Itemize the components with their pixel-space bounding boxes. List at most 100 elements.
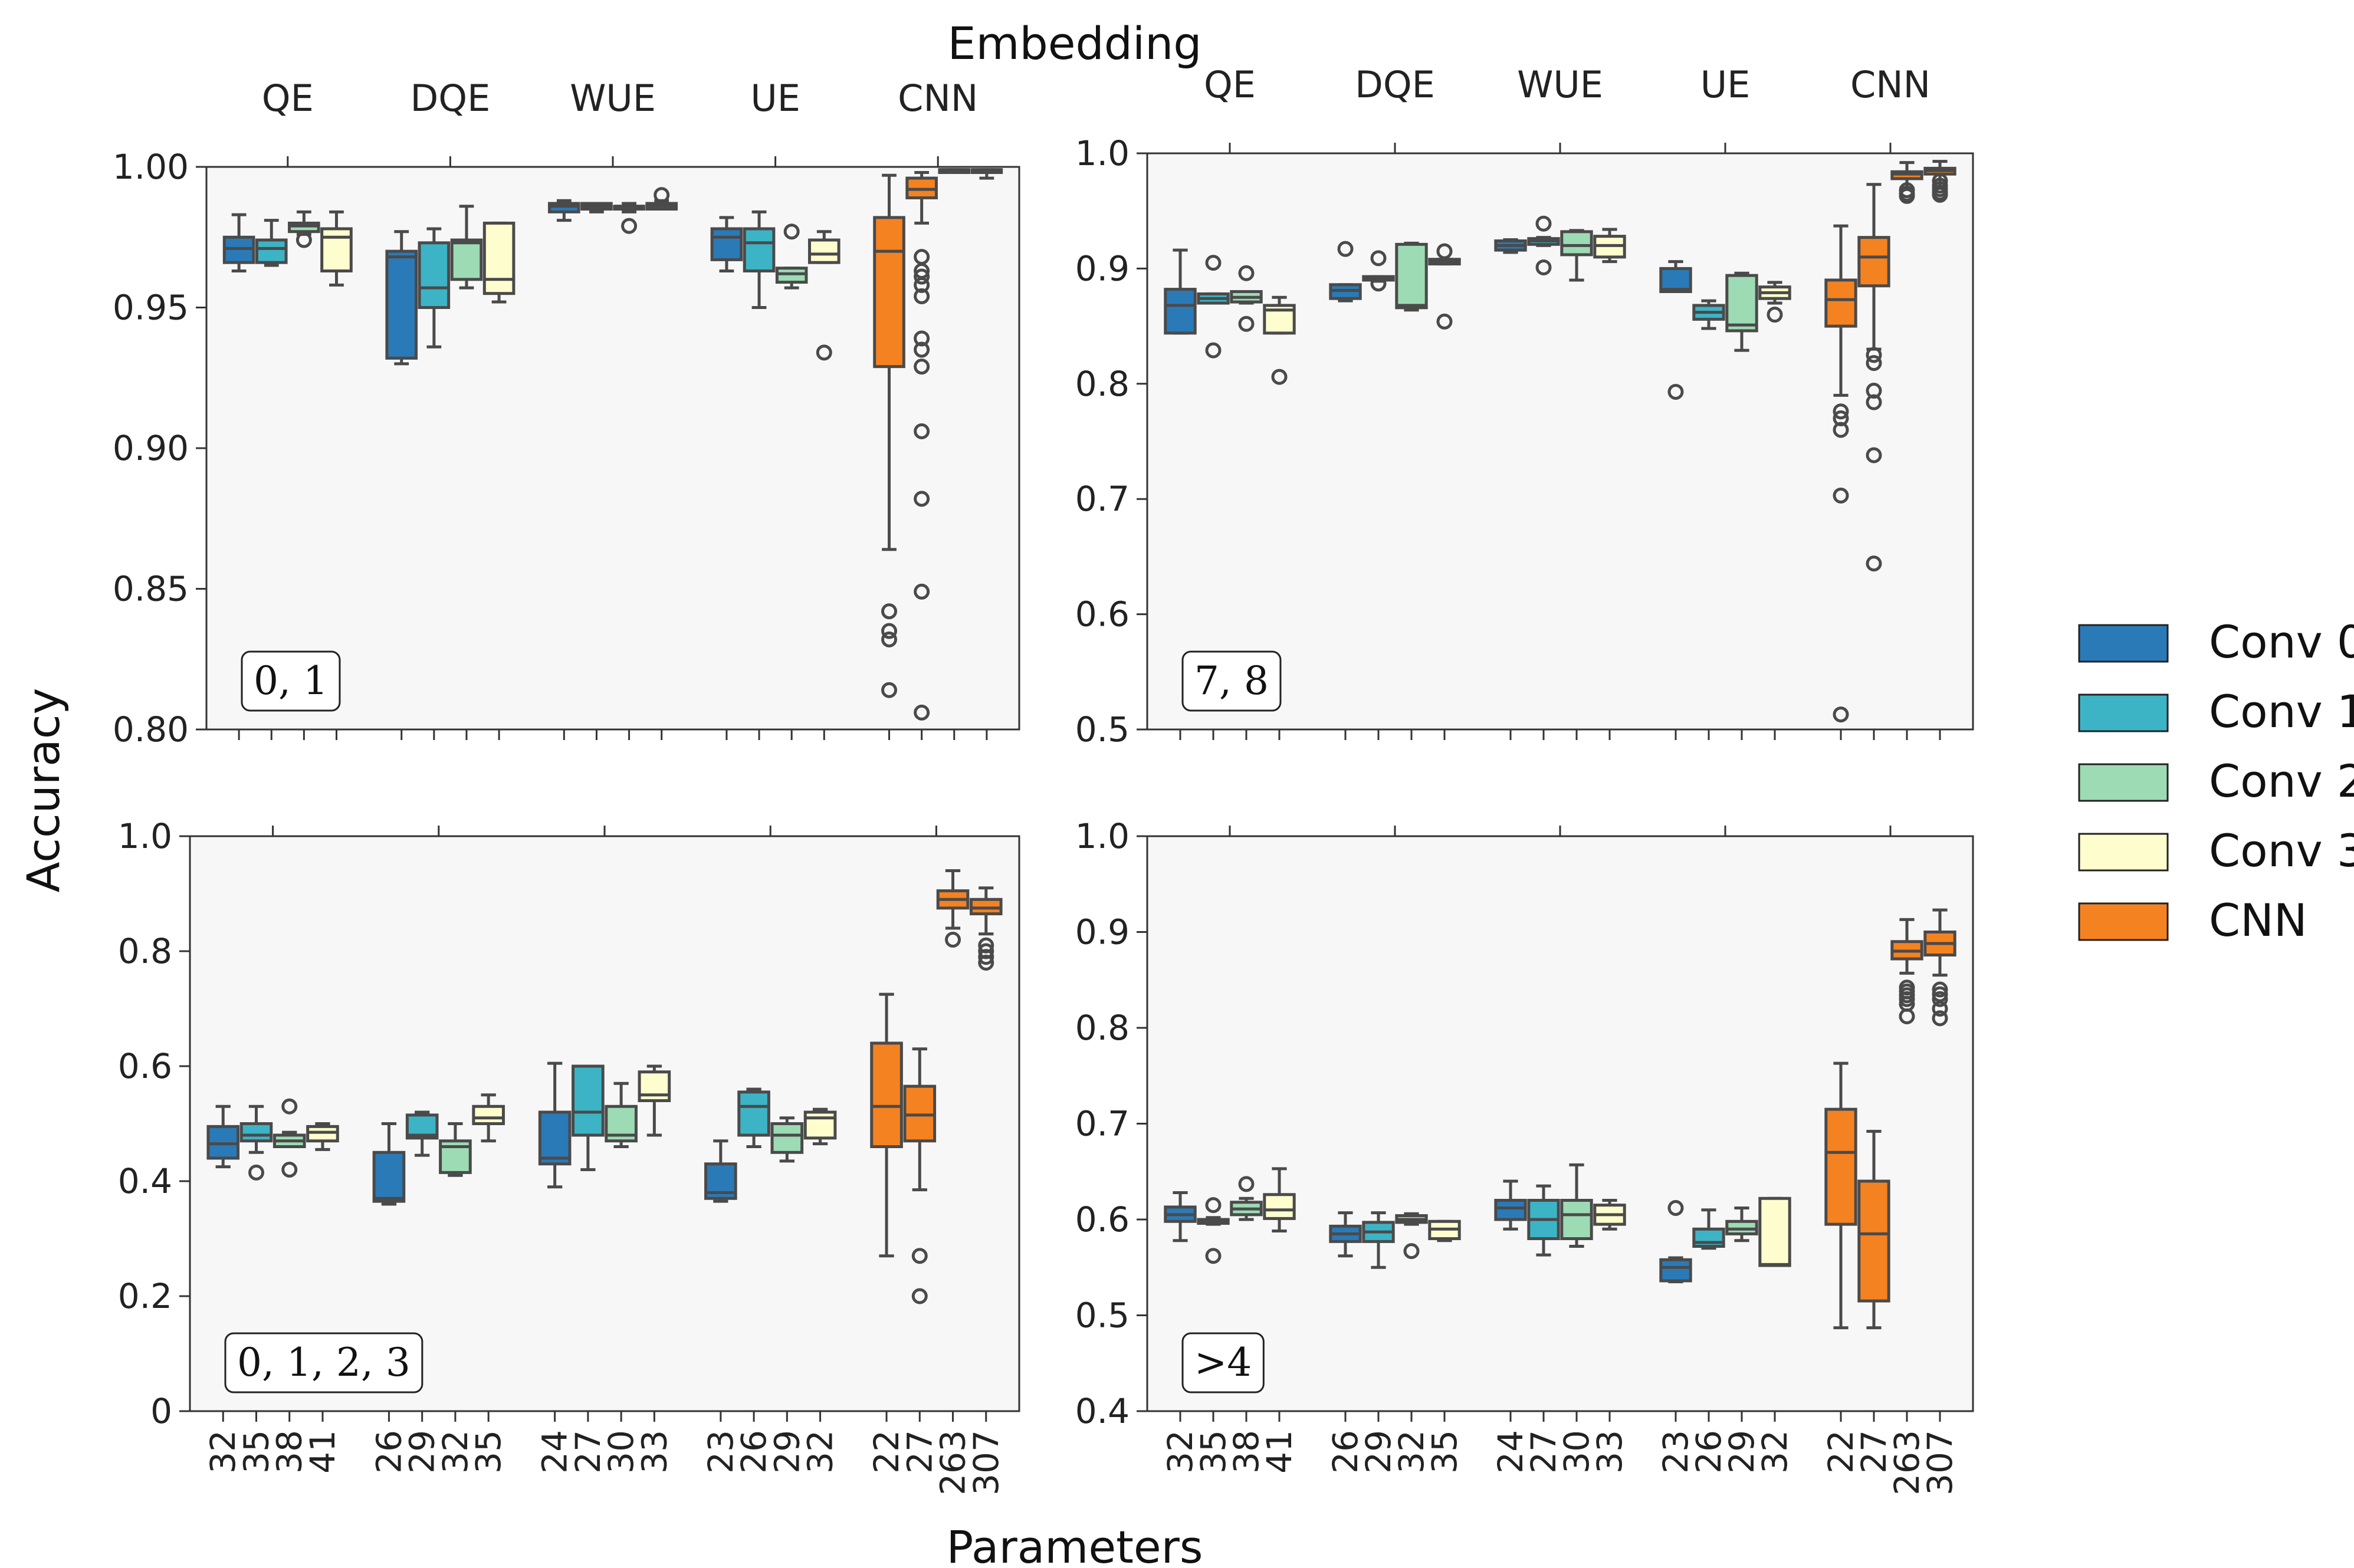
box-wue-33 (1593, 228, 1626, 264)
x-tick-label: 26 (1689, 1430, 1729, 1474)
legend-swatch (2078, 693, 2169, 732)
box-qe-32 (1164, 1191, 1197, 1242)
group-label-ue: UE (1700, 63, 1751, 106)
box-iqr (418, 241, 451, 310)
box-qe-41 (306, 1122, 339, 1151)
legend-swatch (2078, 763, 2169, 802)
outlier-point (1932, 1001, 1948, 1017)
outlier-point (914, 704, 930, 721)
box-qe-35 (239, 1104, 273, 1181)
outlier-point (914, 359, 930, 375)
box-iqr (803, 1110, 837, 1140)
x-tick-label: 32 (1160, 1430, 1200, 1474)
box-wue-24 (1494, 238, 1527, 254)
y-tick-label: 0.8 (118, 931, 172, 971)
outlier-point (1932, 991, 1948, 1007)
box-iqr (1263, 1193, 1296, 1220)
outlier-point (1667, 1200, 1684, 1216)
box-cnn-263 (936, 869, 970, 948)
outlier-point (911, 1248, 928, 1264)
box-iqr (873, 216, 905, 369)
outlier-point (914, 268, 930, 285)
box-dqe-29 (1362, 1211, 1395, 1269)
box-dqe-35 (1428, 1219, 1461, 1242)
outlier-point (1932, 1010, 1948, 1027)
x-tick-label: 307 (1920, 1430, 1960, 1495)
box-wue-30 (605, 1082, 638, 1148)
box-cnn-263 (938, 168, 971, 175)
panel-label-box (1181, 1332, 1265, 1393)
box-ue-29 (775, 223, 808, 290)
box-iqr (320, 227, 353, 272)
outlier-point (881, 631, 898, 647)
outlier-point (881, 682, 898, 698)
legend-label: Conv 1 (2209, 685, 2354, 738)
box-dqe-29 (418, 227, 451, 349)
outlier-point (881, 623, 898, 639)
outlier-point (881, 603, 898, 620)
x-tick-label: 35 (236, 1430, 276, 1474)
outlier-point (1535, 259, 1552, 275)
box-ue-29 (770, 1116, 804, 1163)
legend-item-conv-1: Conv 1 (2078, 685, 2354, 738)
box-qe-35 (1197, 1197, 1230, 1264)
group-label-cnn: CNN (898, 77, 978, 120)
box-iqr (1560, 230, 1593, 257)
box-iqr (255, 238, 288, 264)
x-tick-label: 35 (468, 1430, 508, 1474)
box-ue-26 (1692, 1208, 1725, 1250)
panel-label-box (224, 1332, 423, 1393)
outlier-point (1205, 1197, 1222, 1214)
outlier-point (1932, 981, 1948, 998)
x-tick-label: 32 (435, 1430, 475, 1474)
outlier-point (945, 932, 961, 948)
y-tick-label: 0.80 (113, 709, 189, 750)
outlier-point (783, 223, 800, 240)
group-label-wue: WUE (1517, 63, 1603, 106)
outlier-point (1866, 394, 1882, 410)
box-cnn-22 (1824, 224, 1857, 723)
box-iqr (807, 238, 841, 264)
box-iqr (1164, 288, 1197, 335)
outlier-point (914, 330, 930, 347)
box-qe-32 (1164, 248, 1197, 335)
y-tick-label: 0.6 (1075, 1199, 1130, 1240)
x-tick-label: 23 (701, 1430, 741, 1474)
box-iqr (870, 1041, 903, 1148)
outlier-point (1370, 250, 1387, 267)
panel-1: 0.80 0.85 0.90 0.95 1.00 QE DQE WUE UE CNN 0, 1 (113, 77, 1020, 750)
outlier-point (1833, 706, 1849, 723)
box-cnn-27 (1857, 183, 1890, 572)
box-qe-38 (288, 210, 320, 248)
box-iqr (1824, 278, 1857, 328)
box-iqr (1395, 242, 1428, 310)
box-iqr (1659, 1258, 1692, 1283)
outlier-point (654, 187, 670, 203)
figure-y-axis-title: Accuracy (17, 688, 70, 893)
x-tick-label: 27 (899, 1430, 940, 1474)
outlier-point (1866, 555, 1882, 572)
box-qe-35 (255, 219, 288, 267)
x-tick-label: 30 (601, 1430, 641, 1474)
y-tick-label: 0.9 (1075, 248, 1130, 288)
box-iqr (770, 1122, 804, 1154)
panel-label-box (241, 650, 341, 712)
legend-label: Conv 2 (2209, 755, 2354, 807)
legend-item-conv-3: Conv 3 (2078, 824, 2354, 877)
box-ue-23 (704, 1139, 737, 1203)
box-dqe-29 (1362, 250, 1395, 292)
outlier-point (816, 344, 832, 361)
panel-label-text: 0, 1 (254, 658, 328, 704)
outlier-point (248, 1164, 264, 1181)
box-qe-32 (222, 213, 255, 272)
group-label-ue: UE (750, 77, 800, 120)
outlier-point (914, 277, 930, 293)
x-tick-label: 26 (734, 1430, 774, 1474)
outlier-point (914, 491, 930, 507)
legend-item-conv-2: Conv 2 (2078, 755, 2354, 807)
outlier-point (1833, 403, 1849, 420)
box-iqr (572, 1064, 605, 1137)
